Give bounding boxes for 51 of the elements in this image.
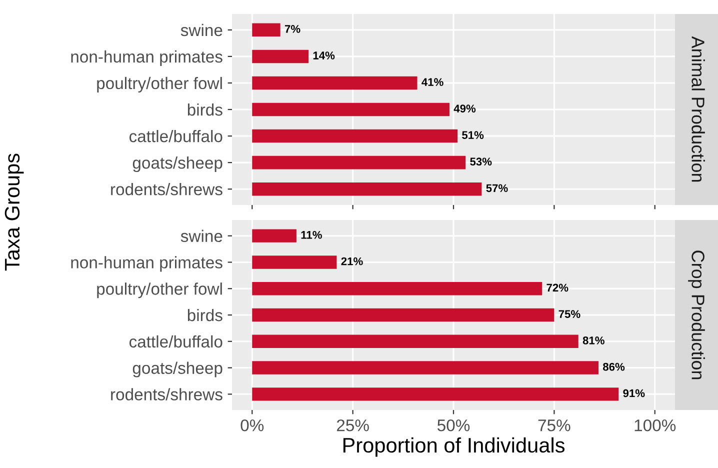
y-tick-label: goats/sheep xyxy=(132,156,222,172)
bar xyxy=(252,129,458,143)
y-tick-label: birds xyxy=(188,308,222,322)
data-label: 57% xyxy=(486,184,508,192)
bar xyxy=(252,182,482,196)
y-tick-label: non-human primates xyxy=(71,256,222,272)
y-tick-label: rodents/shrews xyxy=(111,388,222,400)
data-label: 49% xyxy=(454,104,476,112)
data-label: 53% xyxy=(470,158,492,166)
y-tick-label: swine xyxy=(180,24,222,36)
y-tick-label: swine xyxy=(180,230,222,242)
x-axis-title: Proportion of Individuals xyxy=(343,437,565,457)
bar xyxy=(252,334,578,348)
data-label: 51% xyxy=(462,131,484,140)
x-tick-label: 50% xyxy=(437,419,470,432)
y-tick-label: cattle/buffalo xyxy=(129,130,222,142)
y-tick-label: cattle/buffalo xyxy=(129,335,222,348)
y-tick-label: poultry/other fowl xyxy=(97,282,222,298)
data-label: 7% xyxy=(284,25,300,33)
y-tick-label: goats/sheep xyxy=(132,362,222,378)
data-label: 86% xyxy=(603,362,625,371)
bar xyxy=(252,50,309,64)
x-tick-label: 0% xyxy=(240,419,264,432)
data-label: 21% xyxy=(341,257,363,266)
data-label: 41% xyxy=(422,78,444,86)
data-label: 72% xyxy=(546,284,568,292)
bar xyxy=(252,361,598,374)
text: Animal Production xyxy=(692,36,705,182)
x-tick-label: 100% xyxy=(634,419,676,432)
y-tick-label: rodents/shrews xyxy=(111,183,222,196)
bar xyxy=(252,102,450,116)
y-tick-label: poultry/other fowl xyxy=(97,76,222,92)
y-axis-title: Taxa Groups xyxy=(4,154,24,271)
bar xyxy=(252,282,542,296)
bar xyxy=(252,156,466,170)
data-label: 81% xyxy=(582,336,604,344)
y-tick-label: non-human primates xyxy=(71,50,222,66)
x-tick-label: 25% xyxy=(336,419,369,432)
bar xyxy=(252,23,280,37)
bar xyxy=(252,308,554,322)
data-label: 75% xyxy=(558,310,580,318)
data-label: 14% xyxy=(313,52,335,60)
text: Crop Production xyxy=(688,250,705,380)
y-tick-label: birds xyxy=(188,103,222,116)
bar xyxy=(252,76,418,90)
data-label: 91% xyxy=(623,389,645,398)
x-tick-label: 75% xyxy=(538,420,570,432)
bar xyxy=(252,229,296,242)
bar xyxy=(252,388,619,401)
data-label: 11% xyxy=(301,230,322,239)
bar xyxy=(252,256,337,269)
